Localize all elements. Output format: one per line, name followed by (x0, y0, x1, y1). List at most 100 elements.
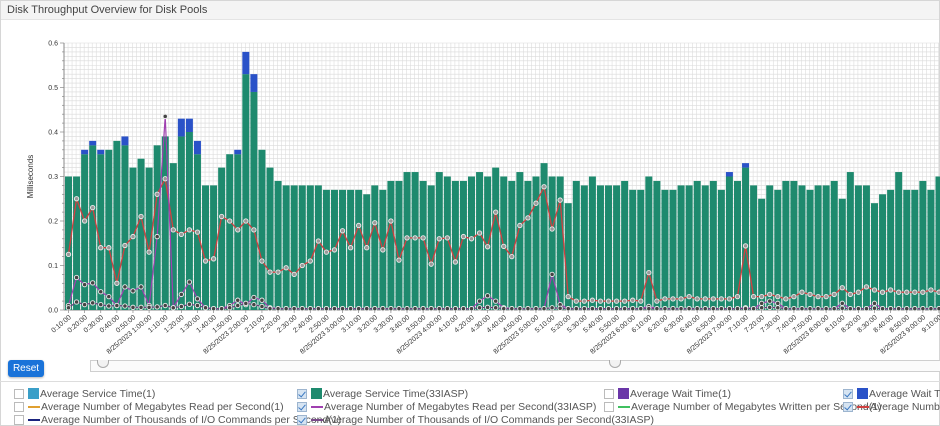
bar-service-time-33iasp (645, 176, 653, 310)
y-tick-label: 0.1 (48, 263, 58, 270)
legend-item[interactable]: Average Number of Megabytes Read per Sec… (14, 400, 284, 413)
legend-item[interactable]: Average Number of Thousands of I/O Comma… (14, 413, 341, 426)
line-number-red-point (315, 238, 322, 244)
legend-label: Average Number of Megabytes Read per Sec… (324, 400, 597, 413)
legend-checkbox[interactable] (14, 388, 24, 399)
range-slider-end-handle[interactable] (609, 360, 621, 368)
y-tick-label: 0.3 (48, 174, 58, 181)
range-slider[interactable] (90, 360, 940, 372)
legend-checkbox[interactable] (297, 401, 307, 412)
bar-service-time-33iasp (81, 154, 89, 310)
legend-checkbox[interactable] (843, 388, 853, 399)
legend-item[interactable]: Average Wait Time(1) (604, 387, 731, 400)
bar-service-time-33iasp (879, 194, 887, 310)
bar-service-time-33iasp (854, 185, 862, 310)
line-number-red-point (154, 191, 160, 197)
line-number-red-point (638, 298, 644, 304)
legend-item[interactable]: Average Wait Time (843, 387, 940, 400)
line-io-commands-33iasp-point (428, 306, 434, 312)
line-number-red-point (847, 291, 853, 298)
line-io-commands-33iasp-point (106, 303, 112, 309)
line-number-red-point (589, 297, 596, 303)
bar-service-time-33iasp (508, 180, 516, 310)
bar-service-time-33iasp (903, 189, 911, 310)
bar-service-time-33iasp (282, 185, 290, 310)
reset-button[interactable]: Reset (8, 360, 44, 377)
line-number-red-point (630, 297, 636, 303)
legend-item[interactable]: Average Number of Megabytes Read per Sec… (297, 400, 596, 413)
line-number-red-point (444, 235, 450, 241)
bar-service-time-33iasp (927, 189, 935, 310)
line-io-commands-33iasp-point (767, 304, 773, 310)
range-slider-start-handle[interactable] (97, 360, 109, 368)
line-mb-read-33iasp-point (194, 296, 201, 302)
line-number-red-point (106, 245, 112, 251)
bar-service-time-33iasp (838, 198, 846, 310)
line-io-commands-33iasp-point (670, 306, 676, 312)
line-io-commands-33iasp-point (775, 305, 781, 311)
line-io-commands-33iasp-point (799, 306, 805, 312)
line-number-red-point (307, 258, 313, 264)
line-number-red-point (670, 296, 676, 302)
legend-checkbox[interactable] (14, 401, 24, 412)
line-number-red-point (896, 289, 902, 295)
bar-service-time-33iasp (669, 189, 677, 310)
line-io-commands-33iasp-point (557, 305, 563, 311)
line-mb-read-33iasp-point (186, 279, 193, 285)
line-io-commands-33iasp-point (243, 300, 249, 306)
legend-item[interactable]: Average Service Time(1) (14, 387, 155, 400)
line-io-commands-33iasp-point (81, 302, 88, 308)
line-io-commands-33iasp-point (783, 306, 789, 312)
bar-service-time-33iasp (806, 189, 814, 310)
bar-service-time-33iasp (629, 189, 637, 310)
line-number-red-point (702, 296, 708, 302)
bar-service-time-33iasp (492, 167, 500, 310)
bar-service-time-33iasp (185, 132, 193, 310)
line-mb-read-33iasp-point (775, 300, 781, 306)
line-number-red-point (146, 249, 152, 255)
y-tick-label: 0.6 (48, 41, 58, 48)
bar-service-time-33iasp (258, 149, 266, 310)
legend-label: Average Number of Thousands of I/O Comma… (324, 413, 654, 426)
bar-service-time-33iasp (451, 180, 459, 310)
legend-line-icon (311, 418, 323, 421)
legend-checkbox[interactable] (297, 414, 307, 425)
line-io-commands-33iasp-point (847, 306, 853, 312)
line-number-red-point (726, 296, 733, 302)
bar-wait-time (81, 149, 89, 155)
legend-item[interactable]: Average Number of Thousands of I/O Comma… (297, 413, 654, 426)
line-number-red-point (138, 213, 144, 220)
line-number-red-point (597, 298, 604, 304)
line-mb-read-33iasp-point (162, 113, 168, 120)
legend-checkbox[interactable] (297, 388, 307, 399)
line-number-red-point (493, 209, 499, 215)
legend-checkbox[interactable] (843, 401, 853, 412)
line-number-red-point (90, 204, 96, 211)
bar-service-time-33iasp (661, 189, 669, 310)
bar-service-time-33iasp (605, 185, 613, 310)
legend-item[interactable]: Average Number o (843, 400, 940, 413)
line-number-red-point (468, 236, 475, 242)
line-number-red-point (904, 289, 910, 295)
bar-service-time-33iasp (919, 180, 927, 310)
line-mb-read-33iasp-point (484, 293, 491, 299)
line-number-red-point (259, 258, 265, 264)
line-number-red-point (928, 287, 934, 293)
legend-item[interactable]: Average Service Time(33IASP) (297, 387, 468, 400)
line-number-red-point (783, 296, 789, 302)
bar-service-time-33iasp (621, 180, 629, 310)
bar-service-time-33iasp (588, 176, 596, 310)
legend-item[interactable]: Average Number of Megabytes Written per … (604, 400, 882, 413)
line-number-red-point (484, 244, 491, 250)
line-mb-read-33iasp-point (493, 298, 499, 304)
legend-checkbox[interactable] (604, 388, 614, 399)
line-io-commands-33iasp-point (718, 306, 725, 312)
bar-service-time-33iasp (846, 172, 854, 310)
line-number-red-point (799, 289, 805, 295)
line-io-commands-33iasp-point (178, 303, 184, 310)
legend-checkbox[interactable] (604, 401, 614, 412)
y-tick-label: 0.5 (48, 85, 58, 92)
legend-checkbox[interactable] (14, 414, 24, 425)
line-mb-read-33iasp-point (106, 293, 112, 300)
bar-service-time-33iasp (306, 185, 314, 310)
